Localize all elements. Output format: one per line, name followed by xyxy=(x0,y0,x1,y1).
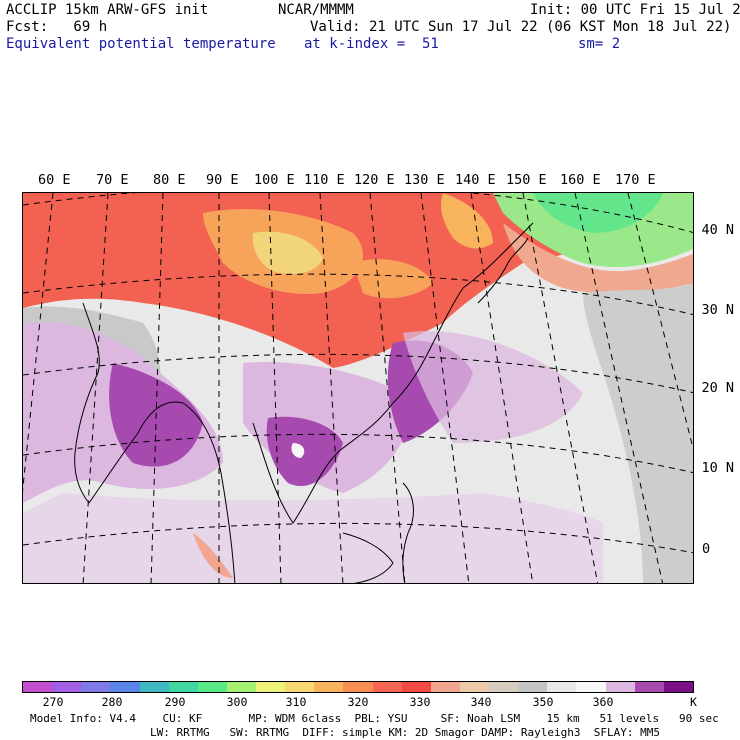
colorbar-tick: 330 xyxy=(409,695,431,709)
model-info-line-1: Model Info: V4.4 CU: KF MP: WDM 6class P… xyxy=(30,712,719,725)
colorbar-swatch xyxy=(23,682,53,692)
level-index: at k-index = 51 xyxy=(304,36,439,52)
indochina-coast xyxy=(252,402,394,524)
colorbar-tick: 270 xyxy=(42,695,64,709)
colorbar-swatch xyxy=(81,682,111,692)
valid-time: Valid: 21 UTC Sun 17 Jul 22 (06 KST Mon … xyxy=(310,19,732,35)
colorbar-swatch xyxy=(139,682,169,692)
colorbar-swatch xyxy=(256,682,286,692)
philippines-outline xyxy=(402,482,414,583)
lon-label: 100 E xyxy=(254,172,295,188)
colorbar-swatch xyxy=(576,682,606,692)
gray-zone-pacific xyxy=(583,283,693,583)
model-info-line-2: LW: RRTMG SW: RRTMG DIFF: simple KM: 2D … xyxy=(150,726,660,739)
india-west-coast xyxy=(74,302,100,504)
china-coast xyxy=(392,287,464,404)
meridian-line xyxy=(574,193,664,583)
lon-label: 150 E xyxy=(506,172,547,188)
coastlines xyxy=(74,222,534,583)
lon-label: 160 E xyxy=(560,172,601,188)
colorbar-swatch xyxy=(547,682,577,692)
colorbar-swatch xyxy=(372,682,402,692)
init-time: Init: 00 UTC Fri 15 Jul 22 xyxy=(530,2,740,18)
colorbar-swatch xyxy=(168,682,198,692)
moist-zone-lilac-equatorial xyxy=(23,493,603,583)
field-name: Equivalent potential temperature xyxy=(6,36,276,52)
lat-label: 20 N xyxy=(701,380,734,396)
colorbar-tick: 310 xyxy=(285,695,307,709)
colorbar-swatch xyxy=(197,682,227,692)
lon-label: 120 E xyxy=(354,172,395,188)
colorbar-swatch xyxy=(52,682,82,692)
lon-label: 90 E xyxy=(206,172,239,188)
meridian-line xyxy=(470,193,534,583)
warm-band-red xyxy=(23,193,693,368)
colorbar-tick: 280 xyxy=(101,695,123,709)
lat-label: 10 N xyxy=(701,460,734,476)
colorbar-tick: 350 xyxy=(532,695,554,709)
colorbar-swatch xyxy=(459,682,489,692)
borneo-outline xyxy=(342,532,394,583)
lat-label: 0 xyxy=(702,541,711,557)
colorbar-swatch xyxy=(605,682,635,692)
meridian-line xyxy=(627,193,693,450)
colorbar-tick: 340 xyxy=(470,695,492,709)
korea-coast xyxy=(462,222,534,289)
warm-pocket-orange-2 xyxy=(353,259,433,299)
warm-pocket-orange-3 xyxy=(441,193,493,249)
lon-label: 60 E xyxy=(38,172,71,188)
colorbar-swatch xyxy=(226,682,256,692)
graticule xyxy=(23,193,693,583)
organization-label: NCAR/MMMM xyxy=(278,2,354,18)
colorbar-swatch xyxy=(285,682,315,692)
colorbar-swatch xyxy=(634,682,664,692)
colorbar-swatch xyxy=(430,682,460,692)
sumatra-patch xyxy=(193,533,233,578)
map-svg xyxy=(23,193,693,583)
colorbar-swatch xyxy=(110,682,140,692)
lon-label: 70 E xyxy=(96,172,129,188)
japan-outline xyxy=(477,237,529,304)
colorbar-tick: 300 xyxy=(226,695,248,709)
colorbar xyxy=(22,681,694,693)
colorbar-swatch xyxy=(314,682,344,692)
lon-label: 140 E xyxy=(455,172,496,188)
lon-label: 80 E xyxy=(153,172,186,188)
cool-band-green-dark xyxy=(533,193,663,233)
burma-coast xyxy=(182,402,236,583)
colorbar-swatch xyxy=(489,682,519,692)
india-east-coast xyxy=(88,401,184,504)
lake-patch xyxy=(291,443,305,458)
forecast-hour: Fcst: 69 h xyxy=(6,19,108,35)
theta-e-map xyxy=(22,192,694,584)
colorbar-tick: 290 xyxy=(164,695,186,709)
colorbar-swatch xyxy=(401,682,431,692)
colorbar-tick: 360 xyxy=(592,695,614,709)
meridian-line xyxy=(522,193,599,583)
colorbar-swatch xyxy=(663,682,693,692)
lat-label: 30 N xyxy=(701,302,734,318)
lon-label: 170 E xyxy=(615,172,656,188)
colorbar-swatch xyxy=(343,682,373,692)
lon-label: 130 E xyxy=(404,172,445,188)
lon-label: 110 E xyxy=(304,172,345,188)
transition-band-salmon xyxy=(503,223,693,294)
colorbar-swatch xyxy=(518,682,548,692)
colorbar-tick: 320 xyxy=(347,695,369,709)
smoothing-label: sm= 2 xyxy=(578,36,621,52)
model-title: ACCLIP 15km ARW-GFS init xyxy=(6,2,209,18)
colorbar-unit: K xyxy=(690,695,697,709)
lat-label: 40 N xyxy=(701,222,734,238)
